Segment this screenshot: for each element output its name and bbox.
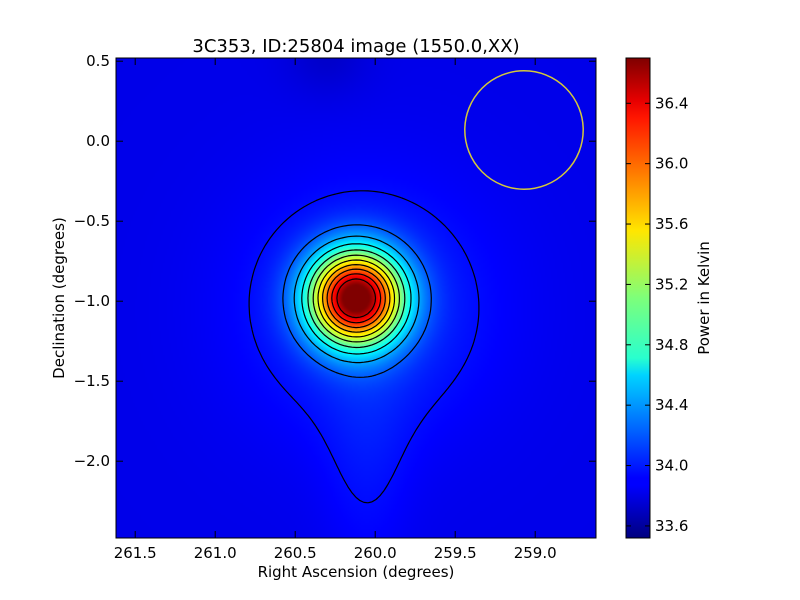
beam-circle: [464, 70, 584, 190]
colorbar-tick-label: 36.4: [655, 94, 688, 112]
colorbar-tick-label: 34.4: [655, 396, 688, 414]
x-axis: 261.5 261.0 260.5 260.0 259.5 259.0: [114, 58, 557, 562]
contour-level-7: [322, 264, 391, 333]
colorbar-ticks: 36.4 36.0 35.6 35.2 34.8 34.4 34.0 33.6: [626, 94, 688, 535]
plot-frame: [115, 57, 597, 539]
contour-level-10: [336, 278, 377, 319]
y-axis-label: Declination (degrees): [50, 217, 68, 379]
x-tick-label: 260.5: [274, 544, 317, 562]
contour-level-0: [248, 190, 480, 504]
colorbar-tick-label: 33.6: [655, 517, 688, 535]
y-tick-label: −1.5: [74, 372, 110, 390]
colorbar: 36.4 36.0 35.6 35.2 34.8 34.4 34.0 33.6: [625, 57, 688, 539]
y-tick-label: −0.5: [74, 212, 110, 230]
x-tick-label: 260.0: [354, 544, 397, 562]
plot-area: [116, 58, 596, 538]
y-tick-label: 0.5: [86, 52, 110, 70]
x-axis-label: Right Ascension (degrees): [258, 563, 455, 581]
chart-title: 3C353, ID:25804 image (1550.0,XX): [192, 36, 519, 57]
x-tick-label: 261.5: [114, 544, 157, 562]
colorbar-gradient: [625, 57, 651, 539]
y-tick-label: −2.0: [74, 452, 110, 470]
colorbar-label: Power in Kelvin: [695, 241, 713, 355]
contour-level-3: [301, 243, 412, 355]
colorbar-tick-label: 35.2: [655, 275, 688, 293]
x-tick-label: 259.0: [514, 544, 557, 562]
y-axis: 0.5 0.0 −0.5 −1.0 −1.5 −2.0: [74, 52, 596, 470]
x-tick-label: 259.5: [434, 544, 477, 562]
y-tick-label: −1.0: [74, 292, 110, 310]
y-tick-label: 0.0: [86, 132, 110, 150]
contour-lines: [248, 190, 480, 504]
x-tick-label: 261.0: [194, 544, 237, 562]
contour-level-5: [312, 254, 400, 343]
contour-level-1: [282, 224, 432, 378]
contour-level-9: [331, 273, 382, 324]
colorbar-tick-label: 35.6: [655, 215, 688, 233]
contour-level-8: [326, 268, 386, 329]
contour-level-4: [307, 249, 406, 349]
colorbar-tick-label: 36.0: [655, 155, 688, 173]
contour-level-6: [317, 259, 396, 338]
contour-level-2: [293, 235, 420, 364]
heatmap-image: [116, 58, 596, 538]
colorbar-tick-label: 34.0: [655, 457, 688, 475]
colorbar-tick-label: 34.8: [655, 336, 688, 354]
